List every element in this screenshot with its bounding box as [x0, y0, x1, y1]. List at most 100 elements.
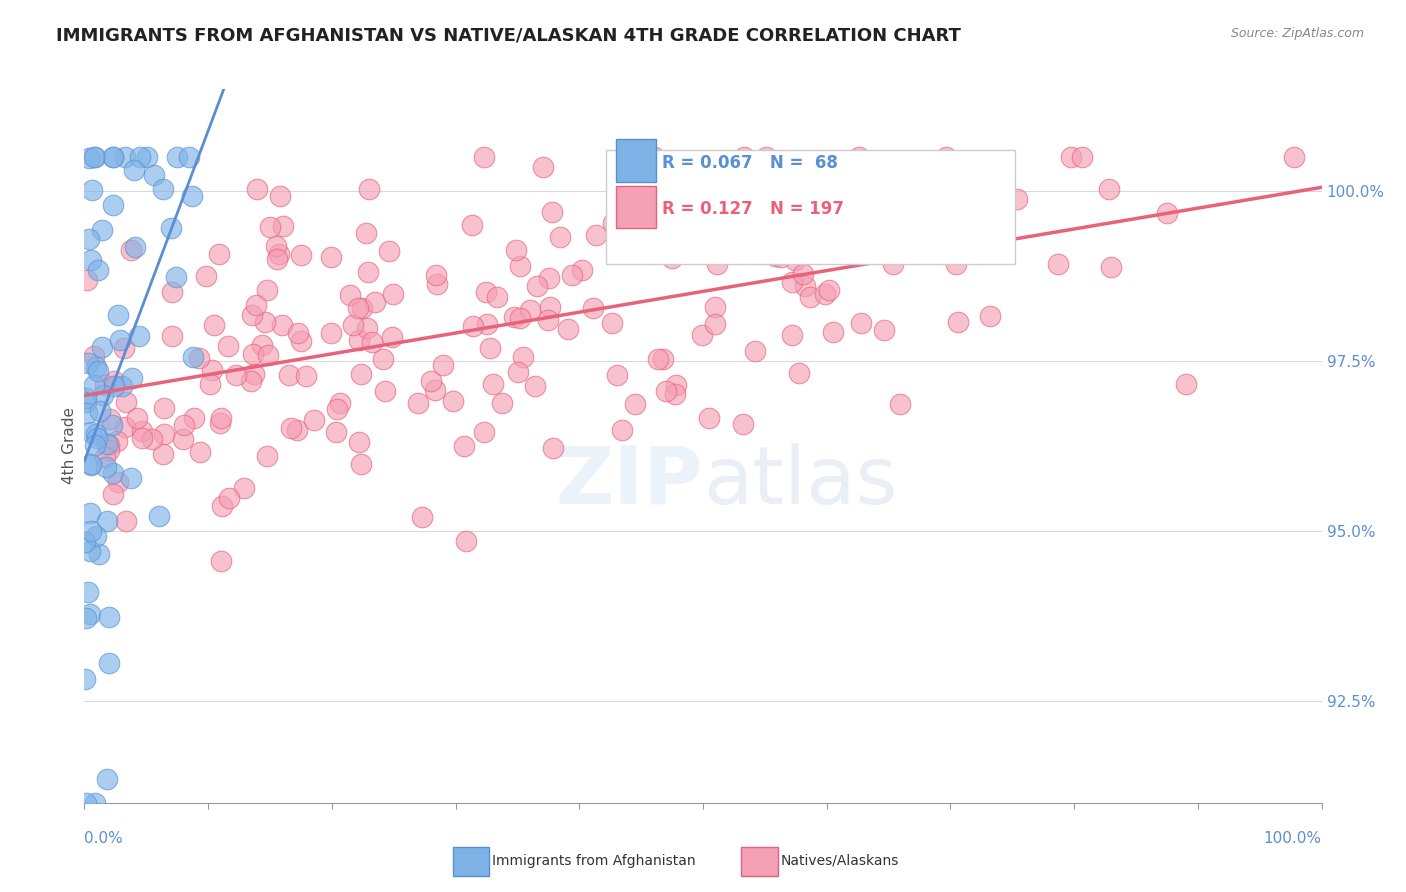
- Point: [259, 220, 281, 235]
- Point: [79, 607, 101, 621]
- Point: [225, 368, 247, 382]
- Point: [107, 475, 129, 489]
- Point: [731, 177, 754, 191]
- Point: [79, 458, 101, 472]
- Point: [153, 427, 176, 442]
- Point: [83, 349, 105, 363]
- Point: [818, 283, 841, 297]
- Point: [240, 308, 263, 322]
- Point: [79, 506, 101, 520]
- Point: [571, 263, 593, 277]
- Point: [181, 189, 204, 203]
- Point: [114, 420, 136, 434]
- Point: [883, 194, 905, 208]
- Point: [84, 150, 107, 164]
- Text: Immigrants from Afghanistan: Immigrants from Afghanistan: [492, 854, 696, 868]
- Point: [90, 340, 112, 354]
- Point: [172, 432, 194, 446]
- Point: [98, 412, 121, 426]
- Point: [541, 205, 564, 219]
- Point: [73, 673, 96, 687]
- Point: [425, 268, 447, 282]
- Point: [84, 529, 107, 543]
- Point: [733, 150, 755, 164]
- Point: [979, 310, 1001, 324]
- Point: [602, 216, 624, 230]
- Point: [264, 239, 287, 253]
- Point: [557, 322, 579, 336]
- Point: [661, 251, 683, 265]
- Point: [326, 402, 349, 417]
- Text: ZIP: ZIP: [555, 442, 703, 521]
- Point: [96, 437, 118, 451]
- Point: [101, 466, 124, 480]
- Point: [209, 411, 232, 425]
- Point: [97, 610, 120, 624]
- Point: [131, 424, 153, 438]
- Point: [377, 244, 399, 259]
- Point: [128, 150, 150, 164]
- Point: [125, 411, 148, 425]
- Point: [485, 290, 508, 304]
- Point: [792, 267, 814, 281]
- Point: [472, 150, 495, 164]
- Point: [585, 228, 607, 243]
- Point: [77, 231, 100, 245]
- Point: [233, 481, 256, 495]
- Point: [98, 438, 121, 452]
- Point: [509, 310, 531, 325]
- Point: [89, 404, 111, 418]
- Point: [242, 347, 264, 361]
- Point: [115, 514, 138, 528]
- Point: [325, 425, 347, 439]
- Point: [208, 246, 231, 260]
- Point: [101, 150, 124, 164]
- Point: [153, 401, 176, 416]
- Point: [793, 279, 815, 293]
- Text: R = 0.127   N = 197: R = 0.127 N = 197: [662, 200, 844, 218]
- Point: [475, 317, 498, 331]
- Text: atlas: atlas: [703, 442, 897, 521]
- Point: [505, 243, 527, 257]
- Point: [606, 161, 628, 176]
- Point: [889, 397, 911, 411]
- Point: [381, 330, 404, 344]
- Point: [103, 150, 125, 164]
- Point: [209, 554, 232, 568]
- Point: [550, 230, 572, 244]
- Point: [769, 250, 792, 264]
- Point: [935, 150, 957, 164]
- Point: [165, 269, 187, 284]
- Point: [295, 368, 318, 383]
- Point: [128, 328, 150, 343]
- Point: [121, 371, 143, 385]
- Point: [453, 439, 475, 453]
- Point: [704, 301, 727, 315]
- Point: [77, 152, 100, 166]
- Point: [94, 377, 117, 392]
- Point: [101, 198, 124, 212]
- Point: [538, 300, 561, 314]
- Point: [755, 150, 778, 164]
- Point: [537, 312, 560, 326]
- Point: [512, 351, 534, 365]
- Point: [361, 334, 384, 349]
- Point: [523, 378, 546, 392]
- Point: [342, 318, 364, 333]
- Point: [526, 278, 548, 293]
- FancyBboxPatch shape: [616, 186, 657, 228]
- Point: [124, 163, 146, 178]
- Point: [278, 368, 301, 383]
- Point: [77, 584, 100, 599]
- Point: [269, 189, 291, 203]
- Point: [75, 395, 97, 409]
- Point: [280, 421, 302, 435]
- Point: [218, 491, 240, 505]
- Point: [979, 197, 1001, 211]
- Point: [83, 438, 105, 452]
- Point: [101, 418, 124, 433]
- Point: [79, 544, 101, 558]
- Point: [350, 368, 373, 382]
- Point: [143, 168, 166, 182]
- Point: [475, 285, 498, 299]
